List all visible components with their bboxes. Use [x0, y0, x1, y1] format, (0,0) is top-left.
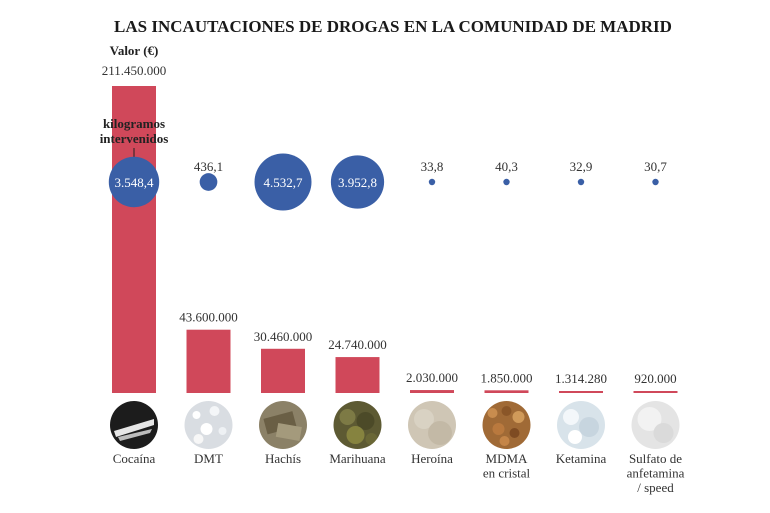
kg-bubble [108, 156, 160, 208]
kg-bubble [330, 155, 385, 209]
value-bar-label: 24.740.000 [328, 337, 387, 352]
value-bar-label: 1.314.280 [555, 371, 607, 386]
value-bar-label: 2.030.000 [406, 370, 458, 385]
kg-bubble [254, 153, 312, 211]
kg-bubble-label: 30,7 [644, 159, 667, 174]
bars-layer: 211.450.000 43.600.000 30.460.000 24.740.00… [102, 63, 678, 393]
kg-bubble-label: 32,9 [570, 159, 593, 174]
value-bar [186, 329, 231, 393]
category-label: Ketamina [556, 451, 607, 466]
dmt-icon [184, 401, 233, 449]
category-label: DMT [194, 451, 223, 466]
value-bar-label: 30.460.000 [254, 329, 313, 344]
value-bar [410, 390, 454, 393]
icon-image [557, 401, 605, 449]
value-bar [559, 391, 603, 393]
kg-bubble-label: 3.952,8 [338, 175, 377, 190]
category-label: Sulfato de [629, 451, 682, 466]
icon-image [259, 401, 307, 449]
kg-bubble [428, 178, 436, 186]
icon-image [482, 401, 531, 449]
value-bar-label: 1.850.000 [481, 370, 533, 385]
mdma-icon [482, 401, 531, 449]
ketamine-icon [557, 401, 605, 449]
heroin-icon [408, 401, 456, 449]
kg-bubble-label: 4.532,7 [264, 175, 304, 190]
category-label: / speed [637, 480, 674, 495]
icon-image [110, 401, 158, 449]
icon-image [408, 401, 456, 449]
value-bar [261, 348, 305, 393]
kg-bubble [577, 178, 585, 186]
bubbles-layer: 3.548,4 436,1 4.532,7 3.952,8 33,8 40,3 32,9 30… [108, 153, 667, 211]
cocaine-icon [110, 401, 158, 449]
value-bar [484, 390, 529, 393]
category-label: anfetamina [627, 466, 685, 481]
value-bar [112, 86, 156, 393]
kg-legend-label-line1: kilogramos [103, 116, 165, 131]
value-legend-label: Valor (€) [110, 43, 159, 58]
category-label: Hachís [265, 451, 301, 466]
kg-bubble [503, 178, 510, 186]
kg-legend-label-line2: intervenidos [100, 131, 169, 146]
value-bar-label: 211.450.000 [102, 63, 167, 78]
category-label: Heroína [411, 451, 453, 466]
icons-layer [110, 401, 680, 449]
kg-bubble [199, 173, 218, 191]
kg-legend: kilogramos intervenidos [100, 116, 169, 158]
speed-icon [631, 401, 680, 449]
chart-title: LAS INCAUTACIONES DE DROGAS EN LA COMUNI… [114, 17, 672, 36]
kg-bubble-label: 40,3 [495, 159, 518, 174]
marijuana-icon [333, 401, 382, 449]
value-bar [633, 391, 678, 393]
hashish-icon [259, 401, 307, 449]
icon-image [333, 401, 382, 449]
category-label: Cocaína [113, 451, 156, 466]
icon-image [631, 401, 680, 449]
kg-bubble-label: 436,1 [194, 159, 223, 174]
icon-image [184, 401, 233, 449]
kg-bubble [652, 178, 659, 186]
category-label: Marihuana [329, 451, 386, 466]
value-bar-label: 43.600.000 [179, 310, 238, 325]
category-label: MDMA [486, 451, 529, 466]
value-bar [335, 357, 380, 393]
kg-bubble-label: 33,8 [421, 159, 444, 174]
kg-bubble-label: 3.548,4 [115, 175, 155, 190]
category-label: en cristal [483, 466, 531, 481]
value-bar-label: 920.000 [634, 371, 676, 386]
